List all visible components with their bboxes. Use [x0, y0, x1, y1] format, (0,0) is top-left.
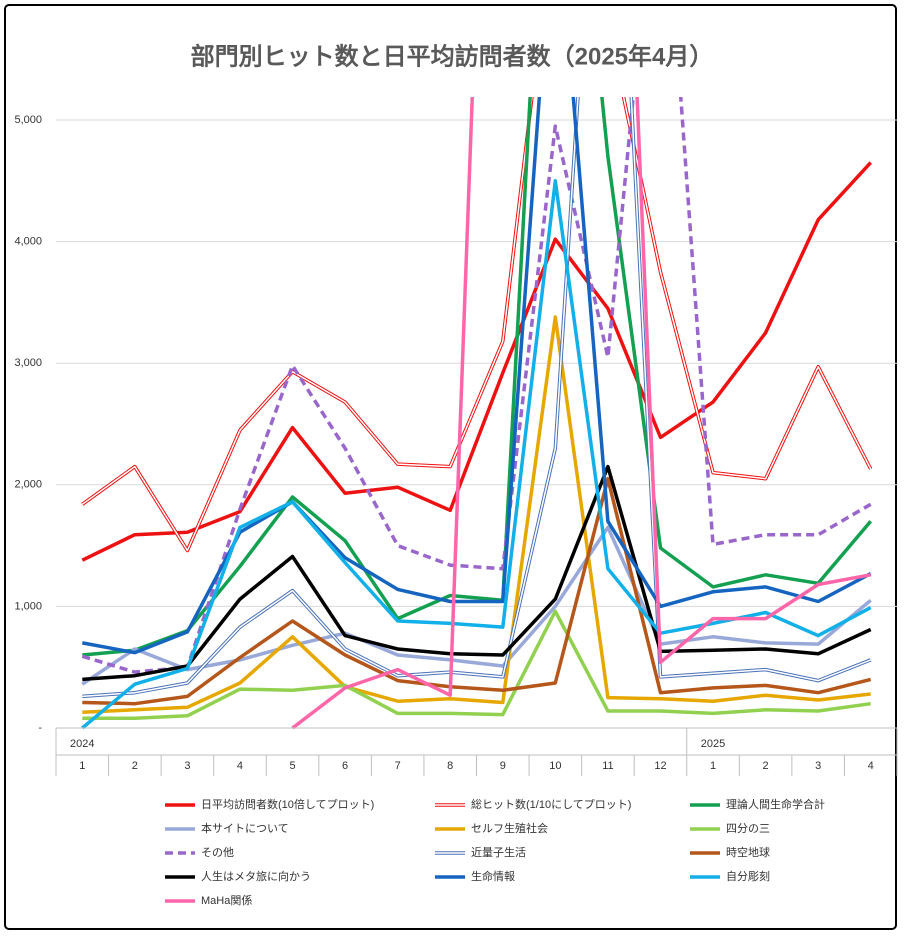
legend: 日平均訪問者数(10倍してプロット) 総ヒット数(1/10にしてプロット) 理論人間… — [165, 797, 825, 907]
series-line — [81, 97, 872, 655]
y-tick-label: 3,000 — [14, 357, 42, 369]
series-line — [81, 525, 872, 686]
y-tick-label: 1,000 — [14, 600, 42, 612]
series-line — [81, 97, 872, 674]
x-tick-label: 9 — [500, 760, 506, 772]
axis: - 1,000 2,000 3,000 4,000 5,000 1 2024 2 3 4 5 6 7 8 9 1… — [14, 114, 898, 776]
legend-label: セルフ生殖社会 — [471, 821, 548, 835]
x-tick-label: 5 — [289, 760, 295, 772]
legend-label: 生命情報 — [471, 869, 515, 883]
series-line — [291, 97, 872, 730]
x-tick-label: 4 — [868, 760, 874, 772]
legend-label: 四分の三 — [726, 822, 770, 835]
y-tick-label: 4,000 — [14, 236, 42, 248]
legend-label: その他 — [201, 846, 234, 859]
x-tick-label: 7 — [395, 760, 401, 772]
x-tick-label: 2 — [132, 760, 138, 772]
chart-title: 部門別ヒット数と日平均訪問者数（2025年4月） — [191, 42, 714, 70]
series-line — [82, 464, 872, 682]
x-tick-label: 3 — [815, 760, 821, 772]
legend-label: 近量子生活 — [471, 845, 526, 859]
legend-label: MaHa関係 — [201, 894, 252, 907]
year-label: 2024 — [70, 738, 94, 750]
y-tick-label: 5,000 — [14, 114, 42, 126]
x-tick-label: 11 — [602, 760, 613, 772]
legend-label: 本サイトについて — [201, 821, 289, 835]
year-label: 2025 — [701, 738, 725, 750]
x-tick-label: 2 — [763, 760, 769, 772]
series-line — [82, 315, 871, 714]
legend-label: 総ヒット数(1/10にしてプロット) — [471, 797, 631, 811]
plot — [81, 97, 873, 730]
x-tick-label: 10 — [549, 760, 561, 772]
y-tick-label: 2,000 — [14, 479, 42, 491]
x-tick-label: 1 — [79, 760, 85, 772]
legend-label: 理論人間生命学合計 — [726, 797, 825, 811]
x-tick-label: 4 — [237, 760, 243, 772]
series-line — [81, 161, 872, 562]
legend-label: 日平均訪問者数(10倍してプロット) — [201, 797, 374, 811]
legend-label: 時空地球 — [726, 845, 770, 859]
x-tick-label: 8 — [447, 760, 453, 772]
x-tick-label: 3 — [184, 760, 190, 772]
legend-label: 人生はメタ旅に向かう — [201, 869, 311, 883]
x-tick-label: 12 — [654, 760, 666, 772]
series-line — [82, 609, 871, 721]
series-line-inner — [82, 97, 871, 698]
legend-label: 自分彫刻 — [726, 869, 770, 883]
x-tick-label: 1 — [710, 760, 716, 772]
y-tick-label: - — [38, 722, 42, 734]
series-line-inner — [81, 97, 872, 552]
series-line — [82, 476, 872, 706]
x-tick-label: 6 — [342, 760, 348, 772]
